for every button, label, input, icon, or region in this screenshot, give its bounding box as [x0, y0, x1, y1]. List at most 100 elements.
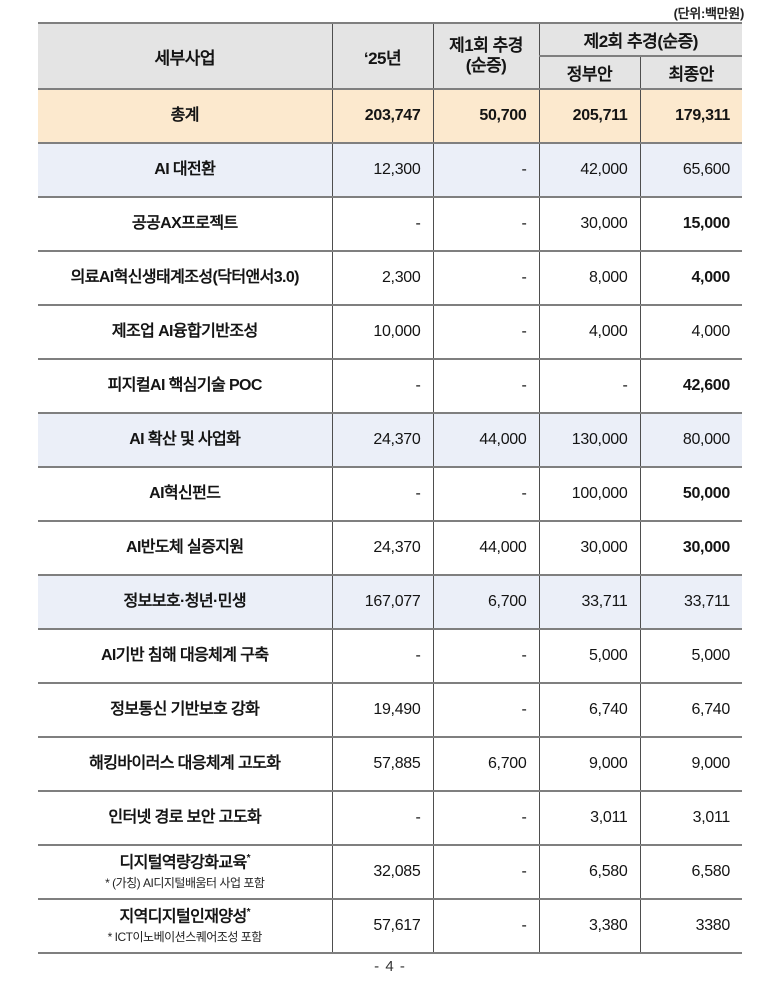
row-label-cell: 피지컬AI 핵심기술 POC — [38, 358, 333, 414]
row-label-note: * ICT이노베이션스퀘어조성 포함 — [107, 930, 263, 945]
row-label-cell: 해킹바이러스 대응체계 고도화 — [38, 736, 333, 792]
row-label: AI 대전환 — [154, 161, 216, 179]
value-cell: 6,740 — [639, 682, 742, 738]
value-cell: 80,000 — [639, 412, 742, 468]
value-cell: 9,000 — [639, 736, 742, 792]
table-row-category: AI 대전환 12,300 - 42,000 65,600 — [38, 142, 742, 198]
header-row-1: 세부사업 ‘25년 제1회 추경 (순증) 제2회 추경(순증) — [38, 22, 742, 90]
value-cell: - — [432, 682, 540, 738]
row-label-cell: 정보통신 기반보호 강화 — [38, 682, 333, 738]
asterisk-marker: * — [246, 852, 251, 864]
value-cell: - — [432, 358, 540, 414]
table-row: 의료AI혁신생태계조성(닥터앤서3.0) 2,300 - 8,000 4,000 — [38, 250, 742, 306]
header-row-2: 정부안 최종안 — [38, 55, 742, 90]
row-label-cell: AI기반 침해 대응체계 구축 — [38, 628, 333, 684]
table-row: AI혁신펀드 - - 100,000 50,000 — [38, 466, 742, 522]
value-cell: - — [538, 358, 641, 414]
value-cell: 4,000 — [639, 304, 742, 360]
table-row-total: 총계 203,747 50,700 205,711 179,311 — [38, 88, 742, 144]
value-cell: 100,000 — [538, 466, 641, 522]
table-row: 인터넷 경로 보안 고도화 - - 3,011 3,011 — [38, 790, 742, 846]
value-cell: 6,700 — [432, 736, 540, 792]
value-cell: 3,011 — [538, 790, 641, 846]
value-cell: 44,000 — [432, 412, 540, 468]
value-cell: 130,000 — [538, 412, 641, 468]
value-cell: 24,370 — [331, 520, 434, 576]
value-cell: 15,000 — [639, 196, 742, 252]
row-label-text: 디지털역량강화교육 — [119, 854, 248, 872]
header-supplement-1-line2: (순증) — [465, 56, 507, 75]
row-label-cell: AI 확산 및 사업화 — [38, 412, 333, 468]
row-label: 총계 — [170, 107, 200, 125]
value-cell: 5,000 — [538, 628, 641, 684]
value-cell: 42,000 — [538, 142, 641, 198]
table-row-category: 정보보호·청년·민생 167,077 6,700 33,711 33,711 — [38, 574, 742, 630]
row-label-cell: 제조업 AI융합기반조성 — [38, 304, 333, 360]
row-label-text: 지역디지털인재양성 — [119, 908, 248, 926]
table-row: AI기반 침해 대응체계 구축 - - 5,000 5,000 — [38, 628, 742, 684]
header-supplement-1: 제1회 추경 (순증) — [432, 22, 540, 90]
row-label-cell: 공공AX프로젝트 — [38, 196, 333, 252]
value-cell: - — [331, 466, 434, 522]
value-cell: 50,000 — [639, 466, 742, 522]
value-cell: - — [432, 142, 540, 198]
header-supplement-2: 제2회 추경(순증) — [538, 22, 742, 57]
row-label: 정보보호·청년·민생 — [123, 593, 247, 611]
asterisk-marker: * — [246, 906, 251, 918]
table-row-category: AI 확산 및 사업화 24,370 44,000 130,000 80,000 — [38, 412, 742, 468]
row-label: AI혁신펀드 — [149, 485, 221, 503]
row-label-cell: AI 대전환 — [38, 142, 333, 198]
value-cell: - — [331, 628, 434, 684]
row-label-cell: 총계 — [38, 88, 333, 144]
value-cell: 5,000 — [639, 628, 742, 684]
value-cell: 205,711 — [538, 88, 641, 144]
value-cell: 167,077 — [331, 574, 434, 630]
value-cell: 4,000 — [639, 250, 742, 306]
table-row: AI반도체 실증지원 24,370 44,000 30,000 30,000 — [38, 520, 742, 576]
table-row: 제조업 AI융합기반조성 10,000 - 4,000 4,000 — [38, 304, 742, 360]
row-label-note: * (가칭) AI디지털배움터 사업 포함 — [105, 876, 265, 891]
value-cell: 57,885 — [331, 736, 434, 792]
header-government-plan: 정부안 — [539, 55, 641, 90]
value-cell: 6,700 — [432, 574, 540, 630]
row-label: 공공AX프로젝트 — [131, 215, 238, 233]
row-label: 의료AI혁신생태계조성(닥터앤서3.0) — [70, 269, 300, 287]
row-label: 해킹바이러스 대응체계 고도화 — [89, 755, 281, 773]
row-label: AI반도체 실증지원 — [126, 539, 244, 557]
value-cell: 3,380 — [538, 898, 641, 954]
row-label-cell: 인터넷 경로 보안 고도화 — [38, 790, 333, 846]
row-label-cell: AI반도체 실증지원 — [38, 520, 333, 576]
value-cell: 6,740 — [538, 682, 641, 738]
value-cell: 8,000 — [538, 250, 641, 306]
value-cell: - — [432, 250, 540, 306]
value-cell: 30,000 — [538, 196, 641, 252]
row-label: 정보통신 기반보호 강화 — [110, 701, 260, 719]
value-cell: 50,700 — [432, 88, 540, 144]
value-cell: - — [331, 358, 434, 414]
header-final-plan: 최종안 — [639, 55, 742, 90]
table-row: 정보통신 기반보호 강화 19,490 - 6,740 6,740 — [38, 682, 742, 738]
row-label-cell: 의료AI혁신생태계조성(닥터앤서3.0) — [38, 250, 333, 306]
table-row: 해킹바이러스 대응체계 고도화 57,885 6,700 9,000 9,000 — [38, 736, 742, 792]
row-label: 제조업 AI융합기반조성 — [111, 323, 258, 341]
value-cell: 33,711 — [538, 574, 641, 630]
value-cell: 33,711 — [639, 574, 742, 630]
value-cell: - — [331, 790, 434, 846]
row-label-cell: 정보보호·청년·민생 — [38, 574, 333, 630]
value-cell: - — [432, 790, 540, 846]
value-cell: - — [432, 304, 540, 360]
row-label: 인터넷 경로 보안 고도화 — [108, 809, 262, 827]
value-cell: - — [432, 196, 540, 252]
value-cell: 4,000 — [538, 304, 641, 360]
value-cell: 3380 — [639, 898, 742, 954]
value-cell: 19,490 — [331, 682, 434, 738]
value-cell: - — [432, 844, 540, 900]
row-label: AI 확산 및 사업화 — [129, 431, 241, 449]
row-label: 피지컬AI 핵심기술 POC — [107, 377, 263, 395]
value-cell: 65,600 — [639, 142, 742, 198]
value-cell: 12,300 — [331, 142, 434, 198]
table-row: 피지컬AI 핵심기술 POC - - - 42,600 — [38, 358, 742, 414]
value-cell: 179,311 — [639, 88, 742, 144]
value-cell: 10,000 — [331, 304, 434, 360]
